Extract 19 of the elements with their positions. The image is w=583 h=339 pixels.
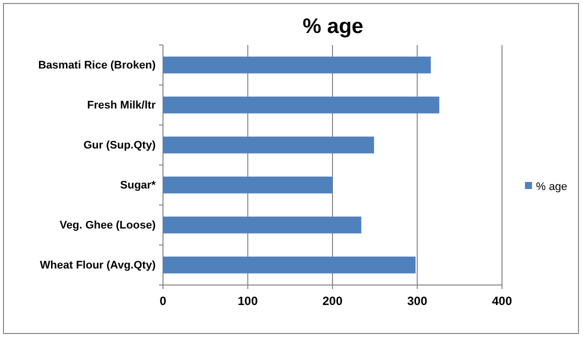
bar	[163, 216, 362, 234]
y-tick-label: Gur (Sup.Qty)	[83, 140, 156, 152]
bar	[163, 96, 440, 114]
y-tick-label: Sugar*	[120, 180, 156, 192]
bar	[163, 56, 431, 74]
bar	[163, 136, 374, 154]
x-tick-label: 200	[322, 294, 343, 308]
bar	[163, 176, 332, 194]
bar	[163, 256, 416, 274]
x-tick-label: 400	[492, 294, 512, 308]
x-tick-label: 300	[407, 294, 428, 308]
chart-title: % age	[302, 15, 364, 38]
y-tick-label: Wheat Flour (Avg.Qty)	[40, 260, 156, 272]
y-tick-label: Veg. Ghee (Loose)	[60, 220, 156, 232]
legend-label: % age	[536, 181, 568, 193]
x-tick-label: 0	[160, 294, 167, 308]
y-tick-label: Fresh Milk/ltr	[87, 100, 156, 112]
x-tick-label: 100	[238, 294, 258, 308]
y-tick-label: Basmati Rice (Broken)	[38, 60, 156, 72]
